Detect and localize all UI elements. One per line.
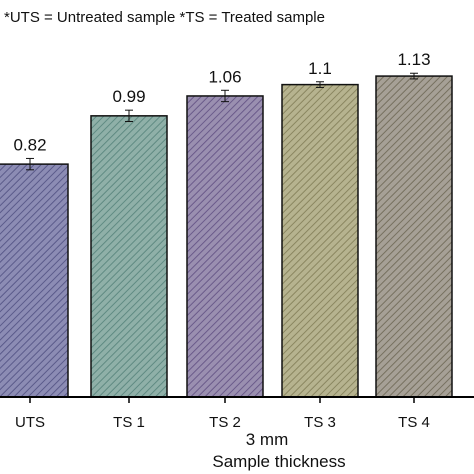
data-label: 1.06: [208, 67, 241, 86]
data-label: 1.13: [397, 50, 430, 69]
x-tick-label: UTS: [15, 414, 45, 431]
x-axis-title: Sample thickness: [212, 452, 345, 471]
x-tick-label: TS 3: [304, 414, 336, 431]
error-bar: [125, 109, 133, 123]
bar-ts-3: [281, 83, 359, 398]
x-tick-label: TS 1: [113, 414, 145, 431]
bar-ts-2: [186, 95, 264, 398]
x-tick-label: TS 4: [398, 414, 430, 431]
group-label: 3 mm: [246, 430, 289, 449]
data-label: 0.99: [112, 87, 145, 106]
error-bar: [26, 157, 34, 171]
x-tick-label: TS 2: [209, 414, 241, 431]
bar-ts-4: [375, 75, 453, 398]
bar-ts-1: [90, 115, 168, 398]
bar-uts: [0, 163, 69, 398]
data-label: 0.82: [13, 135, 46, 154]
data-label: 1.1: [308, 59, 332, 78]
x-ticks-layer: UTS TS 1 TS 2 TS 3 TS 4: [15, 397, 430, 431]
bars-layer: 0.82 0.99 1.06 1.1 1.13: [0, 50, 453, 398]
error-bar: [410, 72, 418, 80]
legend-note: *UTS = Untreated sample *TS = Treated sa…: [4, 9, 325, 26]
error-bar: [221, 89, 229, 103]
error-bar: [316, 81, 324, 88]
